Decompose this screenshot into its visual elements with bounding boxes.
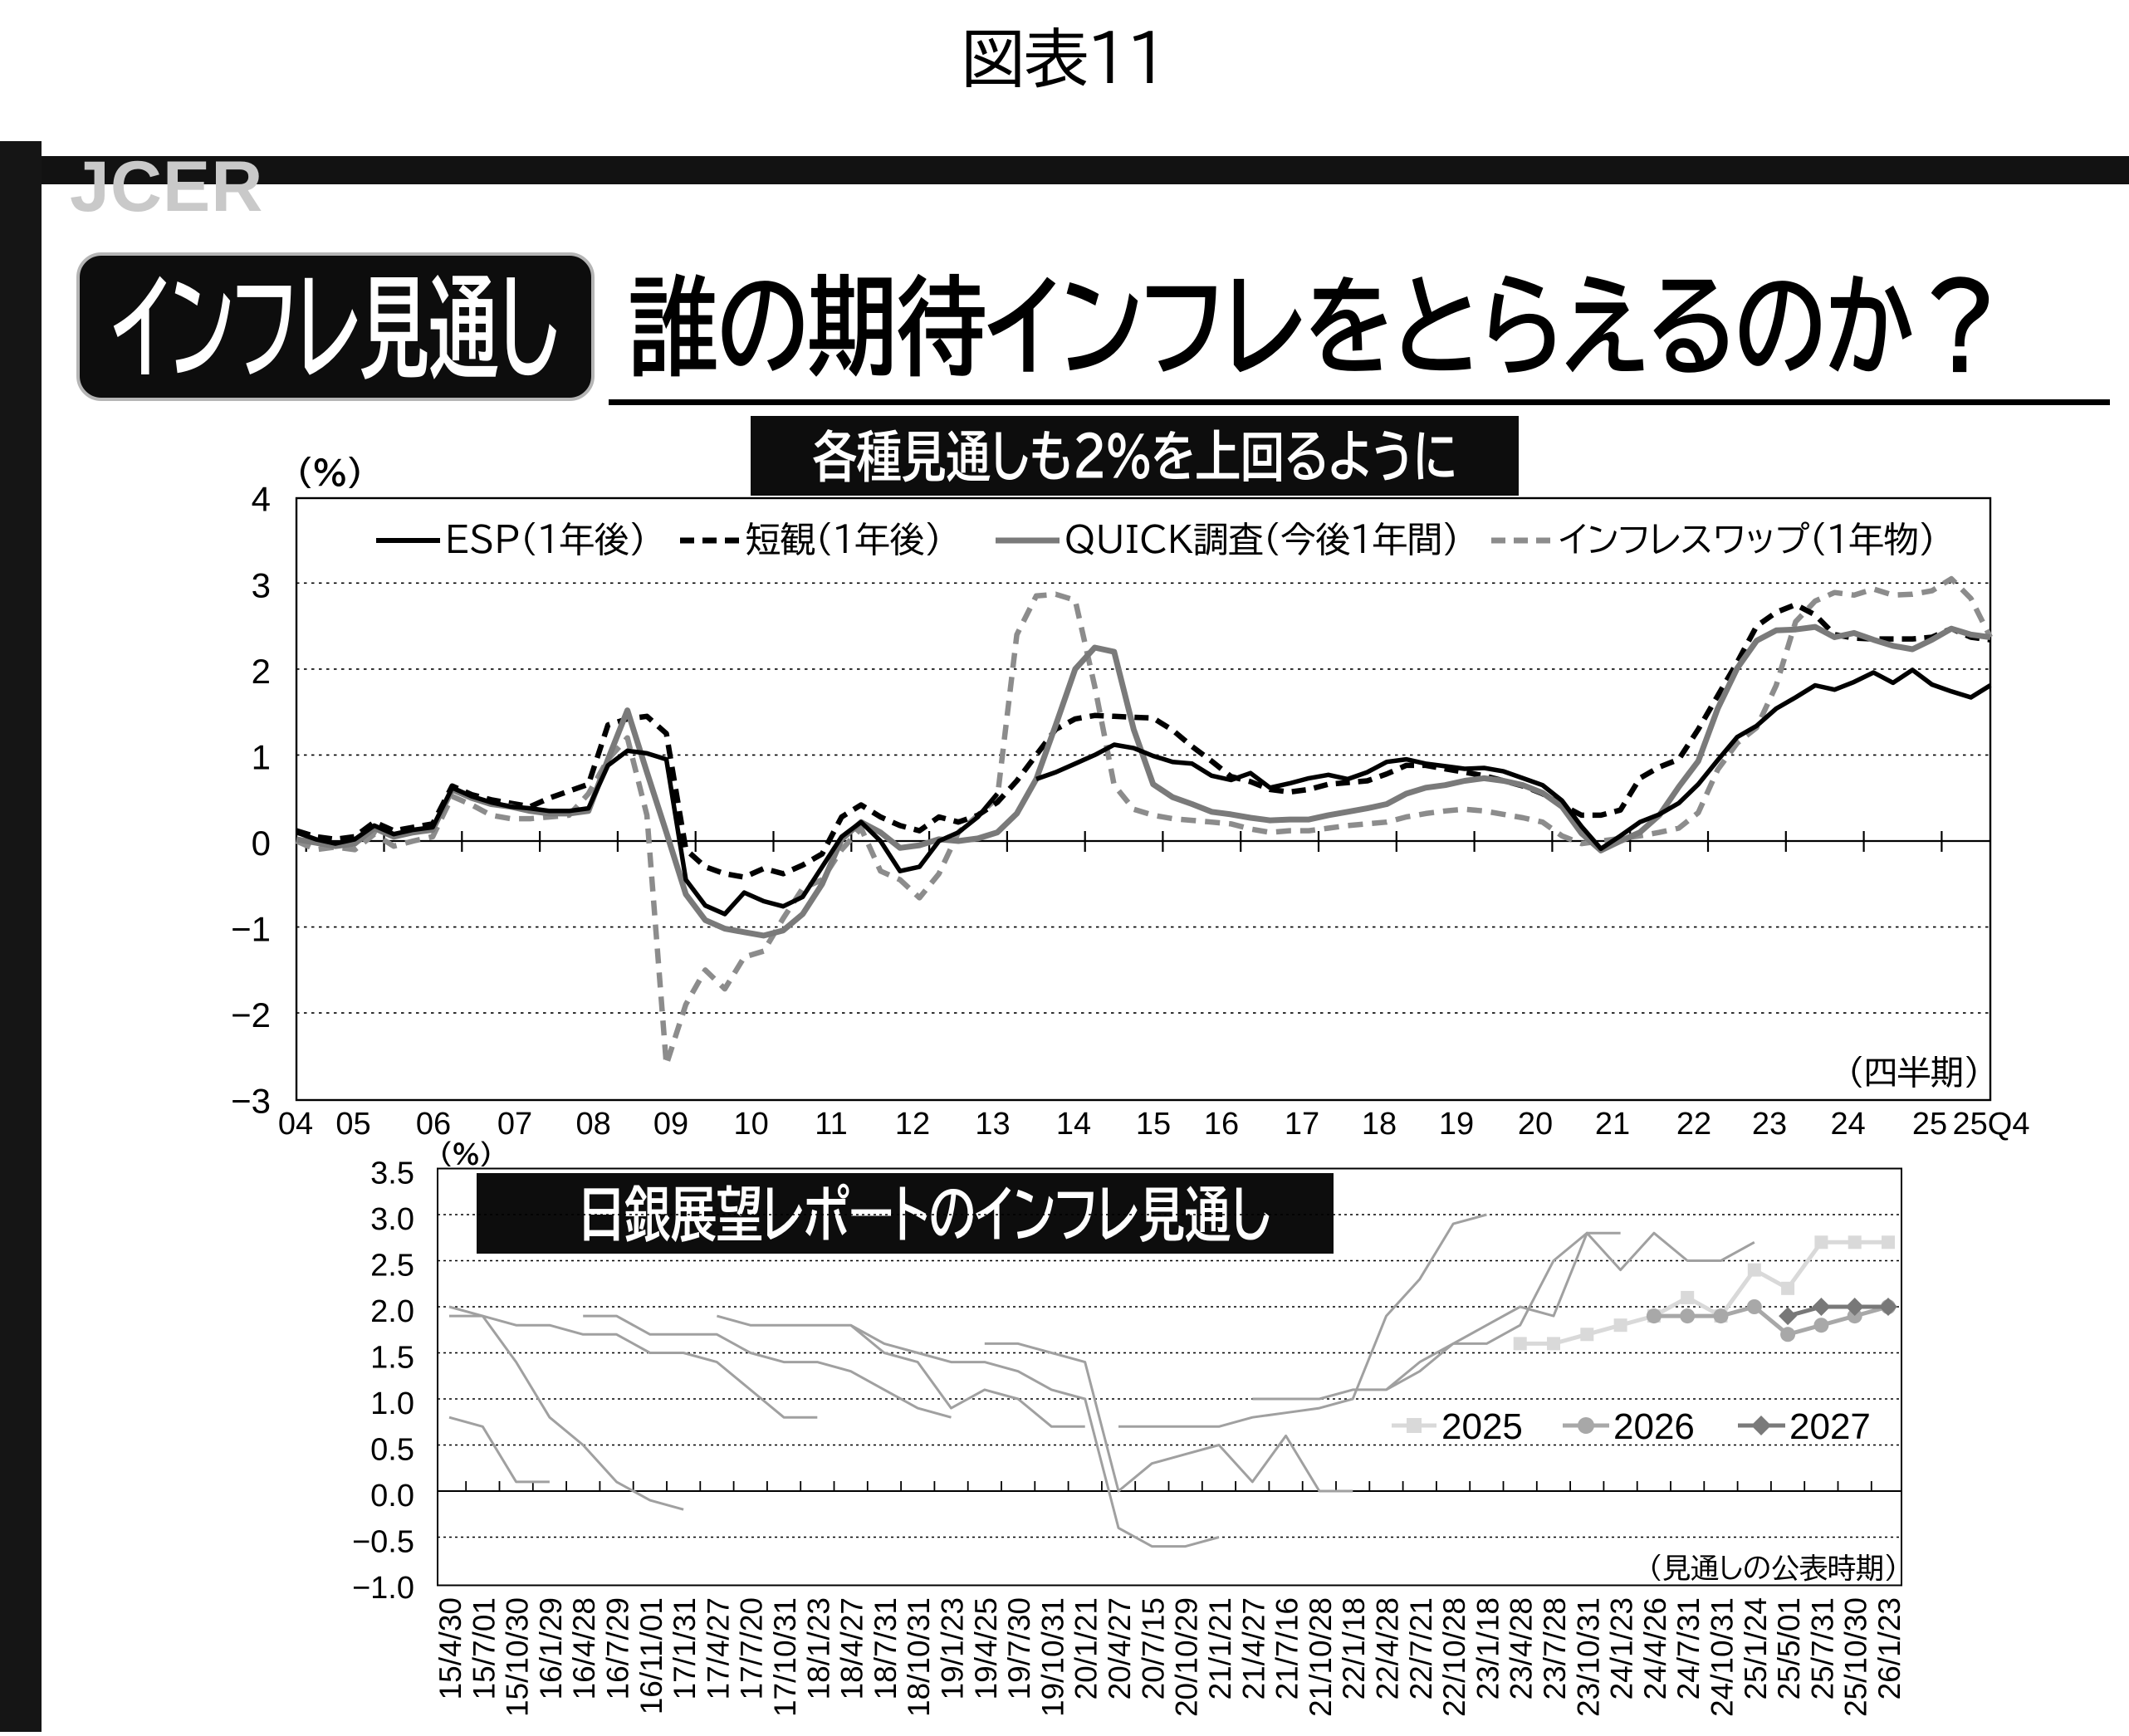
svg-text:25/1/24: 25/1/24 — [1739, 1597, 1773, 1699]
svg-text:17/7/20: 17/7/20 — [735, 1597, 769, 1699]
svg-text:22/10/28: 22/10/28 — [1437, 1597, 1471, 1717]
svg-text:23/7/28: 23/7/28 — [1538, 1597, 1572, 1699]
svg-text:QUICK調査（今後1年間）: QUICK調査（今後1年間） — [1064, 522, 1460, 557]
svg-text:−1: −1 — [231, 910, 271, 949]
svg-text:20/1/21: 20/1/21 — [1069, 1597, 1104, 1699]
svg-text:0.5: 0.5 — [370, 1433, 414, 1468]
svg-text:(％): (％) — [439, 1141, 492, 1167]
svg-text:0: 0 — [252, 824, 271, 863]
svg-text:20/10/29: 20/10/29 — [1170, 1597, 1204, 1717]
svg-text:20: 20 — [1518, 1107, 1553, 1142]
svg-text:11: 11 — [815, 1107, 847, 1142]
svg-text:17/1/31: 17/1/31 — [668, 1597, 702, 1699]
svg-text:22: 22 — [1676, 1107, 1711, 1142]
svg-text:21/7/16: 21/7/16 — [1270, 1597, 1304, 1699]
svg-text:24/7/31: 24/7/31 — [1671, 1597, 1706, 1699]
svg-text:0.0: 0.0 — [370, 1479, 414, 1513]
svg-text:16/4/28: 16/4/28 — [567, 1597, 601, 1699]
svg-text:1: 1 — [252, 737, 271, 776]
svg-text:19: 19 — [1439, 1107, 1474, 1142]
svg-text:17/10/31: 17/10/31 — [768, 1597, 802, 1717]
svg-text:22/4/28: 22/4/28 — [1371, 1597, 1405, 1699]
svg-text:23/10/31: 23/10/31 — [1571, 1597, 1605, 1717]
svg-text:25Q4: 25Q4 — [1953, 1107, 2030, 1142]
svg-text:24/4/26: 24/4/26 — [1638, 1597, 1672, 1699]
svg-text:21/4/27: 21/4/27 — [1236, 1597, 1270, 1699]
svg-text:08: 08 — [575, 1107, 610, 1142]
svg-text:22/7/21: 22/7/21 — [1404, 1597, 1438, 1699]
svg-text:24/10/31: 24/10/31 — [1706, 1597, 1740, 1717]
svg-text:15: 15 — [1136, 1107, 1171, 1142]
svg-text:16/11/01: 16/11/01 — [634, 1597, 668, 1714]
svg-text:25: 25 — [1912, 1107, 1947, 1142]
svg-text:−2: −2 — [231, 995, 271, 1034]
svg-text:2: 2 — [252, 652, 271, 691]
svg-text:25/5/01: 25/5/01 — [1772, 1597, 1806, 1699]
svg-text:16: 16 — [1204, 1107, 1239, 1142]
svg-text:18/7/31: 18/7/31 — [869, 1597, 903, 1699]
svg-text:17: 17 — [1285, 1107, 1319, 1142]
svg-text:23/4/28: 23/4/28 — [1505, 1597, 1539, 1699]
svg-text:−3: −3 — [231, 1082, 271, 1121]
svg-text:15/4/30: 15/4/30 — [433, 1597, 467, 1699]
svg-text:15/7/01: 15/7/01 — [467, 1597, 501, 1699]
svg-text:22/1/18: 22/1/18 — [1337, 1597, 1371, 1699]
svg-text:(％): (％) — [296, 456, 364, 489]
svg-text:25/10/30: 25/10/30 — [1839, 1597, 1873, 1717]
svg-text:21/10/28: 21/10/28 — [1304, 1597, 1338, 1717]
svg-text:24: 24 — [1830, 1107, 1865, 1142]
svg-text:13: 13 — [975, 1107, 1010, 1142]
svg-text:15/10/30: 15/10/30 — [501, 1597, 535, 1717]
svg-text:2025: 2025 — [1441, 1406, 1523, 1447]
svg-text:3.5: 3.5 — [370, 1157, 414, 1191]
svg-text:25/7/31: 25/7/31 — [1805, 1597, 1839, 1699]
svg-text:20/4/27: 20/4/27 — [1103, 1597, 1137, 1699]
svg-text:19/1/23: 19/1/23 — [936, 1597, 970, 1699]
svg-text:07: 07 — [497, 1107, 532, 1142]
svg-text:（見通しの公表時期）: （見通しの公表時期） — [1648, 1554, 1898, 1582]
svg-text:1.0: 1.0 — [370, 1386, 414, 1421]
svg-text:−1.0: −1.0 — [352, 1571, 414, 1606]
svg-text:05: 05 — [335, 1107, 370, 1142]
svg-text:3: 3 — [252, 565, 271, 604]
svg-text:短観（1年後）: 短観（1年後） — [746, 522, 942, 557]
svg-text:3.0: 3.0 — [370, 1202, 414, 1237]
svg-text:12: 12 — [895, 1107, 930, 1142]
svg-text:19/10/31: 19/10/31 — [1035, 1597, 1069, 1717]
svg-text:06: 06 — [416, 1107, 451, 1142]
svg-text:14: 14 — [1056, 1107, 1091, 1142]
svg-text:23: 23 — [1752, 1107, 1787, 1142]
svg-text:インフレスワップ（1年物）: インフレスワップ（1年物） — [1559, 521, 1936, 557]
svg-text:21/1/21: 21/1/21 — [1203, 1597, 1237, 1699]
svg-text:4: 4 — [252, 480, 271, 519]
svg-text:1.5: 1.5 — [370, 1341, 414, 1376]
svg-text:10: 10 — [734, 1107, 769, 1142]
svg-text:19/7/30: 19/7/30 — [1002, 1597, 1036, 1699]
svg-text:19/4/25: 19/4/25 — [969, 1597, 1003, 1699]
svg-text:2027: 2027 — [1789, 1406, 1871, 1447]
svg-text:26/1/23: 26/1/23 — [1872, 1597, 1906, 1699]
svg-text:18: 18 — [1362, 1107, 1397, 1142]
svg-text:（四半期）: （四半期） — [1848, 1055, 1980, 1088]
svg-text:20/7/15: 20/7/15 — [1136, 1597, 1170, 1699]
svg-text:09: 09 — [653, 1107, 688, 1142]
svg-text:2.0: 2.0 — [370, 1294, 414, 1329]
svg-text:23/1/18: 23/1/18 — [1471, 1597, 1505, 1699]
svg-text:17/4/27: 17/4/27 — [701, 1597, 735, 1699]
svg-text:2.5: 2.5 — [370, 1249, 414, 1284]
svg-text:ESP（1年後）: ESP（1年後） — [445, 522, 647, 557]
svg-text:21: 21 — [1595, 1107, 1630, 1142]
svg-text:18/10/31: 18/10/31 — [902, 1597, 936, 1717]
svg-text:18/1/23: 18/1/23 — [801, 1597, 835, 1699]
svg-text:18/4/27: 18/4/27 — [835, 1597, 869, 1699]
svg-text:16/1/29: 16/1/29 — [534, 1597, 568, 1699]
svg-text:04: 04 — [278, 1107, 313, 1142]
svg-text:24/1/23: 24/1/23 — [1605, 1597, 1639, 1699]
svg-text:16/7/29: 16/7/29 — [601, 1597, 635, 1699]
svg-text:2026: 2026 — [1613, 1406, 1695, 1447]
svg-text:−0.5: −0.5 — [352, 1525, 414, 1560]
